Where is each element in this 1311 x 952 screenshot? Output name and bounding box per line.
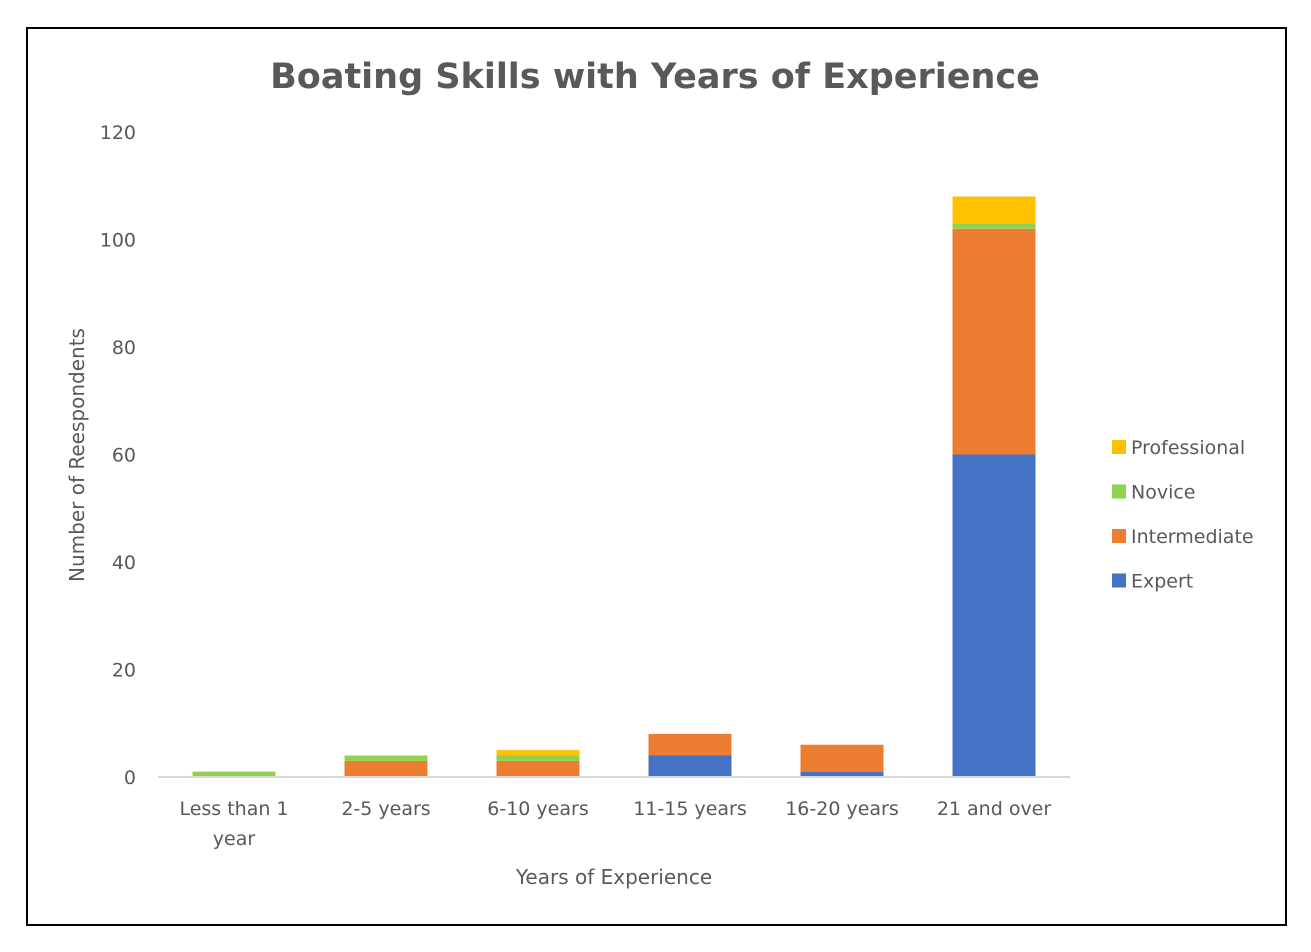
y-tick-label: 20 [112,660,136,682]
legend-item-novice: Novice [1112,482,1196,504]
bar-segment-expert [648,755,732,777]
y-tick-label: 40 [112,552,136,574]
x-tick-label: 2-5 years [341,798,430,820]
x-tick-label: 16-20 years [785,798,899,820]
chart-frame [26,27,1287,926]
legend-label: Novice [1131,482,1196,504]
legend-swatch [1112,573,1126,588]
chart-title: Boating Skills with Years of Experience [270,57,1040,97]
x-axis-label: Years of Experience [515,865,712,889]
y-axis-label: Number of Reespondents [65,328,89,582]
bar-segment-intermediate [800,744,884,772]
bar-segment-professional [952,196,1036,224]
bar-segment-intermediate [344,760,428,777]
bar-segment-novice [192,771,276,777]
bar-segment-expert [800,771,884,777]
legend-swatch [1112,484,1126,499]
y-tick-label: 80 [112,337,136,359]
bar-segment-intermediate [496,760,580,777]
bar-segment-professional [496,750,580,756]
legend-label: Professional [1131,437,1245,459]
x-tick-label: year [213,828,256,850]
y-tick-label: 120 [100,122,136,144]
legend-label: Expert [1131,571,1193,593]
x-tick-label: 11-15 years [633,798,747,820]
legend-item-intermediate: Intermediate [1112,526,1254,548]
y-tick-label: 0 [124,767,136,789]
legend-label: Intermediate [1131,526,1254,548]
y-tick-label: 60 [112,445,136,467]
x-tick-label: 21 and over [937,798,1052,820]
legend-item-expert: Expert [1112,571,1193,593]
bar-segment-intermediate [952,228,1036,455]
legend-item-professional: Professional [1112,437,1245,459]
bar-segment-intermediate [648,734,732,756]
y-tick-label: 100 [100,230,136,252]
legend-swatch [1112,529,1126,543]
bar-segment-novice [344,755,428,761]
bar-segment-novice [952,223,1036,229]
bar-segment-novice [496,755,580,761]
legend-swatch [1112,440,1126,454]
x-tick-label: 6-10 years [487,798,588,820]
x-tick-label: Less than 1 [179,798,288,820]
bar-segment-expert [952,454,1036,777]
